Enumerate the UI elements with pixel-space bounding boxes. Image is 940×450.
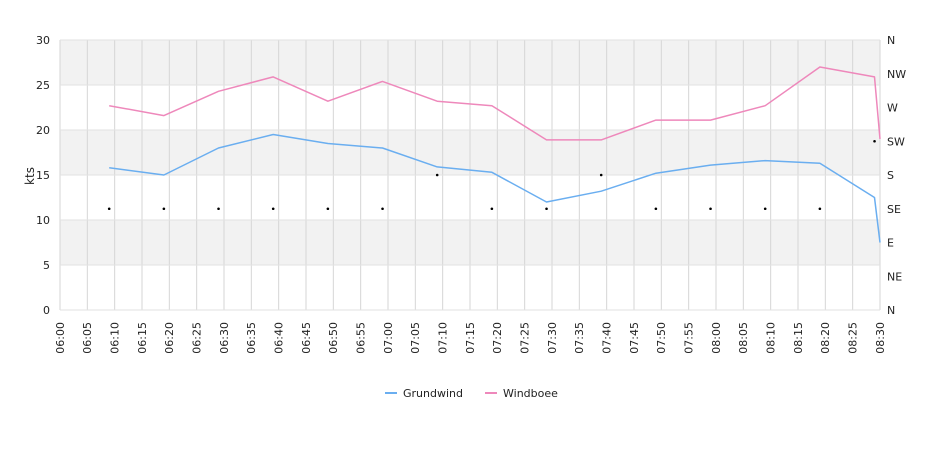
- x-tick-label: 07:15: [464, 322, 477, 354]
- x-tick-label: 06:15: [136, 322, 149, 354]
- x-tick-label: 06:40: [273, 322, 286, 354]
- horizontal-gridlines: [60, 39, 880, 311]
- x-tick-label: 08:10: [765, 322, 778, 354]
- y-tick-label: 0: [43, 304, 50, 317]
- direction-marker: [763, 207, 767, 211]
- direction-marker: [545, 207, 548, 211]
- x-tick-label: 08:00: [710, 322, 723, 354]
- legend-label: Grundwind: [403, 387, 463, 400]
- x-tick-label: 06:30: [218, 322, 231, 354]
- series-lines: [109, 66, 881, 243]
- x-tick-label: 07:25: [519, 322, 532, 354]
- direction-tick-label: N: [887, 34, 895, 47]
- y-axis-label: kts: [23, 167, 37, 185]
- direction-tick-label: S: [887, 169, 894, 182]
- x-tick-label: 07:05: [409, 322, 422, 354]
- x-tick-label: 06:10: [109, 322, 122, 354]
- x-tick-label: 08:25: [847, 322, 860, 354]
- x-tick-label: 06:50: [327, 322, 340, 354]
- legend-item[interactable]: Grundwind: [385, 387, 463, 400]
- direction-tick-label: NW: [887, 68, 906, 81]
- x-tick-label: 06:35: [245, 322, 258, 354]
- y-tick-label: 25: [36, 79, 50, 92]
- direction-axis-ticks: N NE E SE S SW W NW N: [887, 34, 906, 317]
- direction-marker: [654, 207, 658, 211]
- x-tick-label: 07:10: [437, 322, 450, 354]
- direction-marker: [381, 207, 384, 211]
- x-tick-label: 06:05: [81, 322, 94, 354]
- y-tick-label: 15: [36, 169, 50, 182]
- direction-tick-label: SE: [887, 203, 901, 216]
- x-tick-label: 07:50: [655, 322, 668, 354]
- y-tick-label: 20: [36, 124, 50, 137]
- series-line-grundwind: [109, 133, 881, 243]
- y-tick-label: 10: [36, 214, 50, 227]
- x-tick-label: 07:45: [628, 322, 641, 354]
- direction-marker: [271, 207, 275, 211]
- direction-marker: [709, 207, 712, 211]
- direction-marker: [599, 173, 603, 177]
- x-tick-label: 08:30: [874, 322, 887, 354]
- series-line-windboee: [109, 66, 881, 141]
- direction-tick-label: W: [887, 102, 898, 115]
- y-tick-label: 5: [43, 259, 50, 272]
- direction-marker: [435, 173, 439, 177]
- legend: Grundwind Windboee: [385, 387, 558, 400]
- x-tick-label: 07:35: [573, 322, 586, 354]
- x-tick-label: 07:55: [683, 322, 696, 354]
- x-tick-label: 08:15: [792, 322, 805, 354]
- direction-markers: [107, 139, 876, 211]
- y-axis-ticks: 0 5 10 15 20 25 30: [36, 34, 50, 317]
- direction-marker: [217, 207, 220, 211]
- x-tick-label: 06:45: [300, 322, 313, 354]
- x-tick-label: 07:40: [601, 322, 614, 354]
- x-axis-ticks: 06:00 06:05 06:10 06:15 06:20 06:25 06:30 06:35…: [54, 322, 887, 354]
- x-tick-label: 07:30: [546, 322, 559, 354]
- direction-marker: [873, 139, 876, 143]
- y-tick-label: 30: [36, 34, 50, 47]
- x-tick-label: 07:00: [382, 322, 395, 354]
- x-tick-label: 08:05: [737, 322, 750, 354]
- x-tick-label: 06:55: [355, 322, 368, 354]
- direction-tick-label: E: [887, 237, 894, 250]
- x-tick-label: 06:20: [163, 322, 176, 354]
- direction-marker: [107, 207, 111, 211]
- legend-item[interactable]: Windboee: [485, 387, 558, 400]
- x-tick-label: 06:25: [191, 322, 204, 354]
- x-tick-label: 07:20: [491, 322, 504, 354]
- direction-marker: [818, 207, 822, 211]
- direction-marker: [326, 207, 330, 211]
- x-tick-label: 06:00: [54, 322, 67, 354]
- direction-marker: [162, 207, 166, 211]
- direction-tick-label: SW: [887, 135, 905, 148]
- direction-tick-label: N: [887, 304, 895, 317]
- direction-tick-label: NE: [887, 270, 902, 283]
- x-tick-label: 08:20: [819, 322, 832, 354]
- direction-marker: [490, 207, 494, 211]
- legend-label: Windboee: [503, 387, 558, 400]
